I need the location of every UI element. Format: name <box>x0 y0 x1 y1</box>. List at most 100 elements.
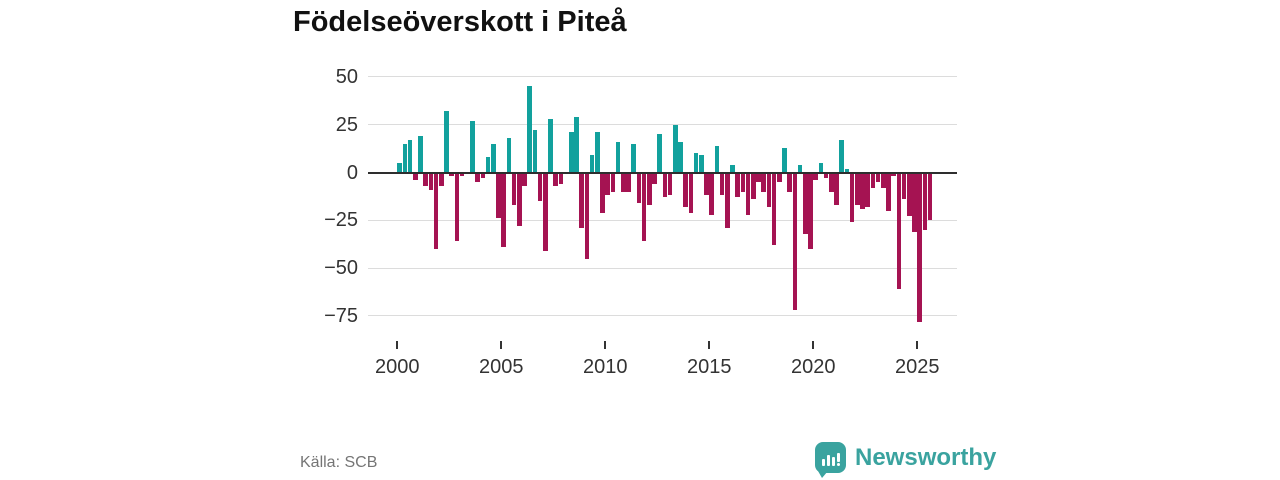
quarter-bar <box>667 172 673 196</box>
quarter-bar <box>543 172 548 251</box>
quarter-bar <box>813 172 818 181</box>
quarter-bar <box>615 141 621 173</box>
quarter-bar <box>678 141 683 173</box>
quarter-bar <box>402 143 408 173</box>
quarter-bar <box>917 172 922 322</box>
quarter-bar <box>896 172 902 290</box>
quarter-bar <box>782 147 787 173</box>
quarter-bar <box>865 172 870 207</box>
quarter-bar <box>397 162 402 173</box>
quarter-bar <box>621 172 626 192</box>
y-axis-tick-label: 25 <box>335 113 358 136</box>
x-axis-tick-label: 2000 <box>375 356 420 378</box>
quarter-bar <box>870 172 876 188</box>
logo-bar-icon <box>826 455 830 466</box>
logo-exclamation-icon <box>836 452 840 466</box>
quarter-bar <box>496 172 501 219</box>
quarter-bar <box>797 164 803 173</box>
quarter-bar <box>459 172 465 177</box>
quarter-bar <box>922 172 928 230</box>
zero-axis-line <box>368 171 957 174</box>
quarter-bar <box>595 132 600 173</box>
quarter-bar <box>792 172 798 311</box>
quarter-bar <box>761 172 766 192</box>
quarter-bar <box>449 172 454 177</box>
quarter-bar <box>839 139 844 173</box>
quarter-bar <box>699 155 704 173</box>
quarter-bar <box>823 172 829 179</box>
quarter-bar <box>532 130 538 173</box>
quarter-bar <box>725 172 730 228</box>
quarter-bar <box>548 118 553 173</box>
quarter-bar <box>600 172 605 213</box>
quarter-bar <box>641 172 647 242</box>
quarter-bar <box>912 172 917 232</box>
quarter-bar <box>501 172 506 248</box>
quarter-bar <box>875 172 881 183</box>
quarter-bar <box>444 111 449 173</box>
quarter-bar <box>751 172 756 200</box>
logo-text: Newsworthy <box>855 443 997 471</box>
y-axis-tick-label: 50 <box>335 65 358 88</box>
quarter-bar <box>860 172 865 209</box>
y-axis-tick-label: −75 <box>324 304 358 327</box>
newsworthy-bar-chart-bubble-icon <box>815 442 846 478</box>
quarter-bar <box>584 172 590 259</box>
quarter-bar <box>709 172 714 215</box>
quarter-bar <box>506 138 512 173</box>
quarter-bar <box>647 172 652 205</box>
x-axis-tick <box>812 341 815 349</box>
x-axis-tick <box>500 341 503 349</box>
quarter-bar <box>803 172 808 234</box>
quarter-bar <box>527 86 532 173</box>
quarter-bar <box>553 172 558 186</box>
quarter-bar <box>652 172 657 184</box>
quarter-bar <box>626 172 631 192</box>
y-gridline <box>368 124 957 126</box>
quarter-bar <box>693 153 699 173</box>
newsworthy-logo[interactable]: Newsworthy <box>815 442 997 478</box>
source-attribution: Källa: SCB <box>300 454 378 471</box>
x-axis-tick <box>916 341 919 349</box>
quarter-bar <box>480 172 486 179</box>
y-axis-tick-label: −25 <box>324 209 358 232</box>
quarter-bar <box>454 172 460 242</box>
quarter-bar <box>829 172 834 192</box>
quarter-bar <box>428 172 434 190</box>
quarter-bar <box>485 157 491 173</box>
y-gridline <box>368 315 957 317</box>
x-axis-tick-label: 2025 <box>895 356 940 378</box>
quarter-bar <box>636 172 642 204</box>
quarter-bar <box>657 134 662 173</box>
quarter-bar <box>631 143 636 173</box>
quarter-bar <box>808 172 813 249</box>
quarter-bar <box>855 172 860 205</box>
quarter-bar <box>886 172 891 211</box>
quarter-bar <box>413 172 418 181</box>
x-axis-tick <box>604 341 607 349</box>
x-axis-tick <box>708 341 711 349</box>
quarter-bar <box>844 168 850 173</box>
quarter-bar <box>439 172 444 186</box>
quarter-bar <box>777 172 782 183</box>
quarter-bar <box>907 172 912 217</box>
quarter-bar <box>673 124 678 173</box>
quarter-bar <box>891 172 896 177</box>
quarter-bar <box>740 172 746 192</box>
quarter-bar <box>704 172 709 196</box>
quarter-bar <box>579 172 584 228</box>
y-axis-tick-label: 0 <box>346 161 358 184</box>
quarter-bar <box>818 162 824 173</box>
y-gridline <box>368 76 957 78</box>
quarter-bar <box>849 172 855 223</box>
quarter-bar <box>537 172 543 202</box>
quarter-bar <box>881 172 886 188</box>
quarter-bar <box>491 143 496 173</box>
logo-bar-icon <box>821 459 825 466</box>
quarter-bar <box>605 172 610 196</box>
x-axis-tick-label: 2005 <box>479 356 524 378</box>
quarter-bar <box>517 172 522 227</box>
x-axis-tick-label: 2010 <box>583 356 628 378</box>
y-gridline <box>368 219 957 221</box>
quarter-bar <box>901 172 907 200</box>
